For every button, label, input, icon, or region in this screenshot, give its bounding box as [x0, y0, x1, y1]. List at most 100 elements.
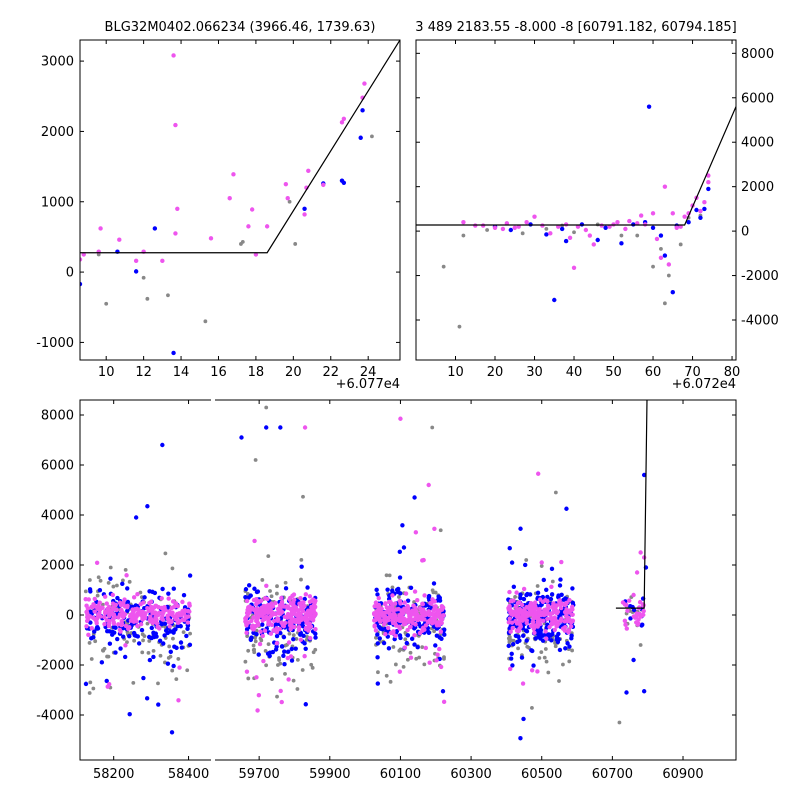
- data-point-secondary: [173, 231, 178, 236]
- data-point-secondary: [306, 168, 311, 174]
- data-point-tertiary: [89, 657, 94, 661]
- data-point-tertiary: [617, 720, 622, 725]
- data-point-primary: [552, 297, 557, 303]
- data-point-secondary: [516, 620, 521, 626]
- data-point-tertiary: [513, 595, 517, 599]
- data-point-primary: [267, 653, 272, 659]
- model-curve: [416, 106, 736, 226]
- data-point-secondary: [698, 208, 703, 214]
- data-point-secondary: [184, 615, 189, 620]
- data-point-primary: [127, 711, 132, 717]
- data-point-primary: [278, 630, 283, 636]
- data-point-tertiary: [525, 644, 530, 649]
- data-point-primary: [281, 653, 286, 658]
- data-point-primary: [149, 625, 154, 631]
- data-point-secondary: [135, 623, 140, 629]
- data-point-secondary: [638, 213, 644, 218]
- data-point-secondary: [412, 589, 418, 594]
- data-point-primary: [439, 636, 444, 641]
- data-points: [83, 405, 649, 741]
- data-point-secondary: [439, 607, 445, 612]
- data-point-secondary: [513, 604, 519, 609]
- data-point-secondary: [287, 597, 292, 602]
- data-point-secondary: [248, 607, 254, 612]
- data-point-tertiary: [120, 578, 125, 583]
- data-point-secondary: [145, 606, 150, 611]
- data-point-secondary: [310, 597, 316, 602]
- data-point-tertiary: [253, 635, 257, 640]
- data-point-secondary: [544, 636, 549, 641]
- data-point-secondary: [270, 604, 276, 609]
- data-point-secondary: [552, 609, 558, 615]
- panel-title-left: BLG32M0402.066234 (3966.46, 1739.63): [105, 20, 376, 35]
- data-point-tertiary: [98, 578, 103, 583]
- data-point-primary: [289, 658, 295, 663]
- data-point-tertiary: [141, 275, 146, 280]
- data-point-secondary: [121, 614, 126, 620]
- data-point-secondary: [313, 612, 318, 617]
- data-point-secondary: [532, 600, 538, 605]
- data-point-tertiary: [270, 677, 274, 682]
- data-point-tertiary: [300, 668, 305, 672]
- data-point-primary: [510, 663, 515, 668]
- data-point-secondary: [307, 599, 313, 604]
- data-point-primary: [508, 227, 514, 233]
- segment-left-points: [83, 442, 193, 735]
- data-point-primary: [187, 642, 193, 647]
- data-point-secondary: [127, 624, 132, 630]
- data-point-secondary: [166, 618, 172, 624]
- data-point-secondary: [631, 592, 636, 598]
- data-point-secondary: [180, 599, 185, 605]
- plot-frame: [79, 399, 737, 761]
- data-point-tertiary: [246, 648, 251, 653]
- data-point-primary: [135, 634, 141, 639]
- data-point-secondary: [426, 609, 431, 614]
- data-point-primary: [506, 643, 511, 649]
- data-point-primary: [115, 636, 120, 642]
- data-point-tertiary: [269, 594, 274, 599]
- data-point-secondary: [286, 677, 291, 682]
- x-tick-label: 60: [645, 365, 662, 380]
- data-point-tertiary: [246, 676, 251, 681]
- data-point-secondary: [406, 617, 412, 622]
- data-point-secondary: [271, 618, 277, 624]
- data-point-secondary: [402, 600, 408, 605]
- data-point-tertiary: [393, 662, 398, 667]
- data-point-tertiary: [106, 580, 111, 585]
- data-point-primary: [122, 654, 128, 660]
- data-point-secondary: [306, 624, 312, 629]
- model-curve: [80, 40, 400, 254]
- data-point-primary: [264, 425, 269, 430]
- data-point-secondary: [383, 601, 388, 606]
- data-point-secondary: [515, 614, 520, 620]
- data-point-secondary: [265, 610, 271, 616]
- x-tick-label: 60100: [380, 767, 421, 782]
- data-point-secondary: [532, 214, 537, 219]
- x-tick-label: 14: [173, 365, 190, 380]
- data-point-secondary: [437, 646, 442, 652]
- data-point-secondary: [438, 664, 444, 670]
- data-point-secondary: [276, 611, 282, 616]
- data-point-secondary: [552, 627, 557, 633]
- data-point-secondary: [341, 116, 347, 121]
- data-point-secondary: [524, 612, 530, 617]
- data-point-secondary: [173, 122, 178, 128]
- data-point-secondary: [263, 595, 268, 601]
- data-point-secondary: [500, 226, 506, 232]
- data-point-secondary: [381, 622, 387, 627]
- data-point-secondary: [296, 616, 301, 621]
- data-point-tertiary: [539, 564, 544, 568]
- data-point-tertiary: [145, 621, 150, 626]
- data-point-primary: [160, 442, 165, 448]
- data-point-secondary: [298, 637, 304, 642]
- panel-bottom: 58200 58400 59700 59900 60100 60300 60500 60700…: [36, 399, 737, 782]
- data-point-primary: [178, 624, 183, 629]
- data-point-secondary: [122, 597, 127, 602]
- y-tick-label: -2000: [36, 659, 74, 674]
- y-tick-label: -4000: [36, 709, 74, 724]
- data-point-tertiary: [132, 638, 137, 643]
- data-point-secondary: [185, 620, 191, 625]
- data-point-primary: [87, 587, 93, 592]
- data-point-secondary: [519, 602, 525, 608]
- data-point-primary: [107, 641, 113, 646]
